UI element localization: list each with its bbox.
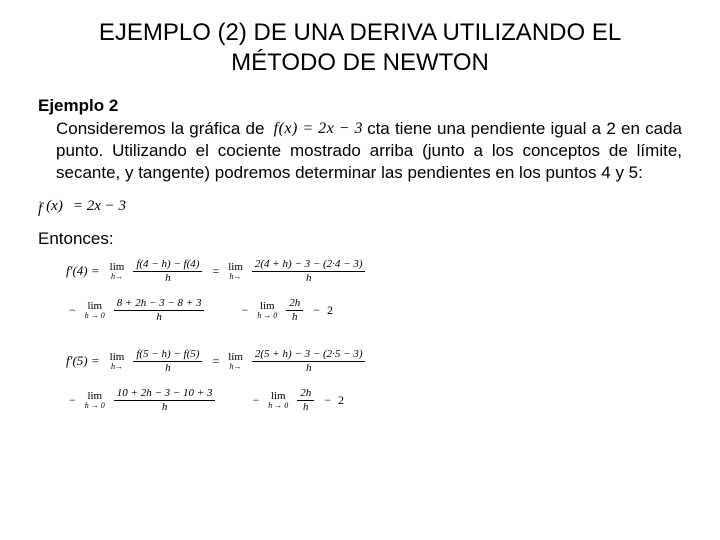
fraction: 2(5 + h) − 3 − (2·5 − 3) h (252, 349, 366, 374)
result-4: 2 (327, 303, 333, 318)
function-definition: . f (x) = 2x − 3 (38, 197, 682, 215)
lim-sub: h → 0 (85, 402, 105, 410)
fraction: 8 + 2h − 3 − 8 + 3 h (114, 298, 205, 323)
fn-letter: f (38, 204, 42, 215)
fraction: f(5 − h) − f(5) h (133, 349, 202, 374)
lim-sub: h→ (111, 273, 123, 281)
frac-num: 2(5 + h) − 3 − (2·5 − 3) (252, 349, 366, 362)
eq4-row2: − lim h → 0 8 + 2h − 3 − 8 + 3 h − lim h… (66, 298, 682, 323)
frac-den: h (159, 401, 171, 413)
example-label: Ejemplo 2 (38, 96, 682, 116)
frac-den: h (162, 272, 174, 284)
limit-icon: lim h → 0 (257, 301, 277, 319)
fn-rhs: = 2x − 3 (73, 198, 126, 215)
frac-den: h (300, 401, 312, 413)
lim-sub: h→ (230, 273, 242, 281)
limit-icon: lim h → 0 (85, 391, 105, 409)
leading-dash: − (69, 303, 76, 318)
derivative-at-4: f′(4) = lim h→ f(4 − h) − f(4) h = lim h… (38, 259, 682, 323)
leading-dash: − (69, 393, 76, 408)
eq5-row1: f′(5) = lim h→ f(5 − h) − f(5) h = lim h… (66, 349, 682, 374)
fraction: 2h h (297, 388, 314, 413)
fprime-4: f′(4) = (66, 263, 100, 279)
body-paragraph: Consideremos la gráfica de f(x) = 2x − 3… (38, 118, 682, 183)
eq5-row2: − lim h → 0 10 + 2h − 3 − 10 + 3 h − lim… (66, 388, 682, 413)
fprime-5: f′(5) = (66, 353, 100, 369)
frac-num: 2h (297, 388, 314, 401)
limit-icon: lim h → 0 (85, 301, 105, 319)
fraction: 2(4 + h) − 3 − (2·4 − 3) h (252, 259, 366, 284)
frac-num: 2h (286, 298, 303, 311)
title-line-1: EJEMPLO (2) DE UNA DERIVA UTILIZANDO EL (99, 19, 621, 46)
frac-den: h (303, 362, 315, 374)
frac-num: 2(4 + h) − 3 − (2·4 − 3) (252, 259, 366, 272)
frac-den: h (289, 311, 301, 323)
limit-icon: lim h → 0 (268, 391, 288, 409)
lim-sub: h→ (230, 363, 242, 371)
result-5: 2 (338, 393, 344, 408)
title-line-2: MÉTODO DE NEWTON (231, 49, 489, 76)
dash: − (313, 303, 320, 318)
equals: = (212, 264, 219, 279)
fraction: f(4 − h) − f(4) h (133, 259, 202, 284)
frac-den: h (153, 311, 165, 323)
lim-sub: h→ (111, 363, 123, 371)
slide-title: EJEMPLO (2) DE UNA DERIVA UTILIZANDO EL … (38, 18, 682, 78)
inline-function: f(x) = 2x − 3 (274, 119, 363, 139)
leading-dash: − (252, 393, 259, 408)
eq4-row1: f′(4) = lim h→ f(4 − h) − f(4) h = lim h… (66, 259, 682, 284)
lim-sub: h → 0 (268, 402, 288, 410)
frac-num: 10 + 2h − 3 − 10 + 3 (114, 388, 216, 401)
frac-num: f(5 − h) − f(5) (133, 349, 202, 362)
limit-icon: lim h→ (228, 352, 243, 370)
fraction: 10 + 2h − 3 − 10 + 3 h (114, 388, 216, 413)
then-label: Entonces: (38, 229, 682, 249)
limit-icon: lim h→ (228, 262, 243, 280)
lim-sub: h → 0 (257, 312, 277, 320)
limit-icon: lim h→ (110, 262, 125, 280)
body-text-pre: Consideremos la gráfica de (56, 119, 270, 138)
fn-args: (x) (46, 198, 63, 215)
equals: = (212, 354, 219, 369)
lim-sub: h → 0 (85, 312, 105, 320)
fraction: 2h h (286, 298, 303, 323)
limit-icon: lim h→ (110, 352, 125, 370)
leading-dash: − (241, 303, 248, 318)
frac-den: h (162, 362, 174, 374)
dash: − (324, 393, 331, 408)
frac-den: h (303, 272, 315, 284)
frac-num: f(4 − h) − f(4) (133, 259, 202, 272)
frac-num: 8 + 2h − 3 − 8 + 3 (114, 298, 205, 311)
derivative-at-5: f′(5) = lim h→ f(5 − h) − f(5) h = lim h… (38, 349, 682, 413)
